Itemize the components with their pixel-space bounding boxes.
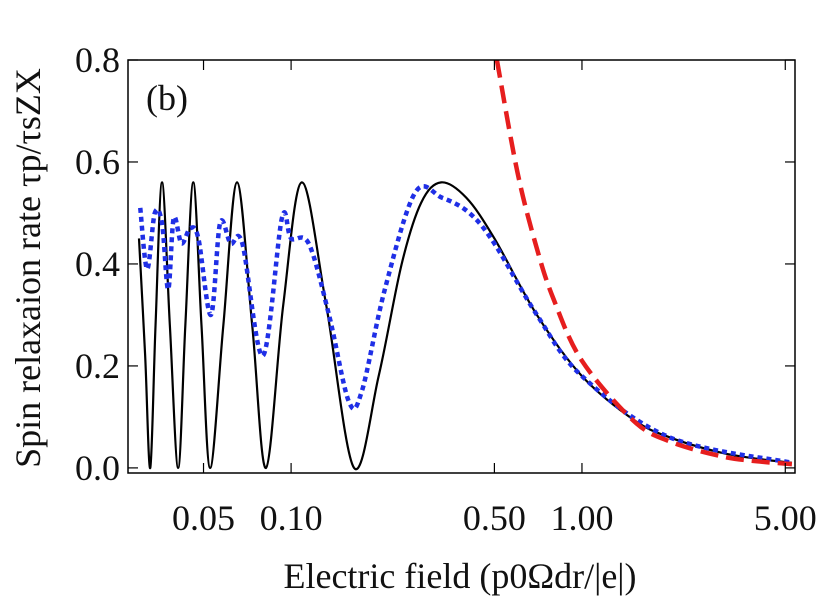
x-tick-label: 0.50 bbox=[463, 498, 526, 538]
x-tick-label: 5.00 bbox=[754, 498, 817, 538]
x-tick-label: 1.00 bbox=[550, 498, 613, 538]
data-line bbox=[137, 181, 793, 471]
y-tick-label: 0.0 bbox=[75, 448, 120, 488]
data-line bbox=[494, 60, 793, 467]
x-tick-label: 0.05 bbox=[172, 498, 235, 538]
frame bbox=[127, 59, 796, 474]
y-tick-label: 0.6 bbox=[75, 142, 120, 182]
panel-label: (b) bbox=[146, 78, 188, 118]
x-axis-label: Electric field (p0Ωdr/|e|) bbox=[283, 556, 636, 596]
x-tick-label: 0.10 bbox=[260, 498, 323, 538]
y-tick-label: 0.4 bbox=[75, 244, 120, 284]
y-tick-label: 0.2 bbox=[75, 346, 120, 386]
plot-area bbox=[137, 60, 793, 471]
y-axis-label: Spin relaxaion rate τp/τsZX bbox=[8, 68, 48, 468]
data-line bbox=[138, 184, 793, 466]
y-tick-label: 0.8 bbox=[75, 40, 120, 80]
